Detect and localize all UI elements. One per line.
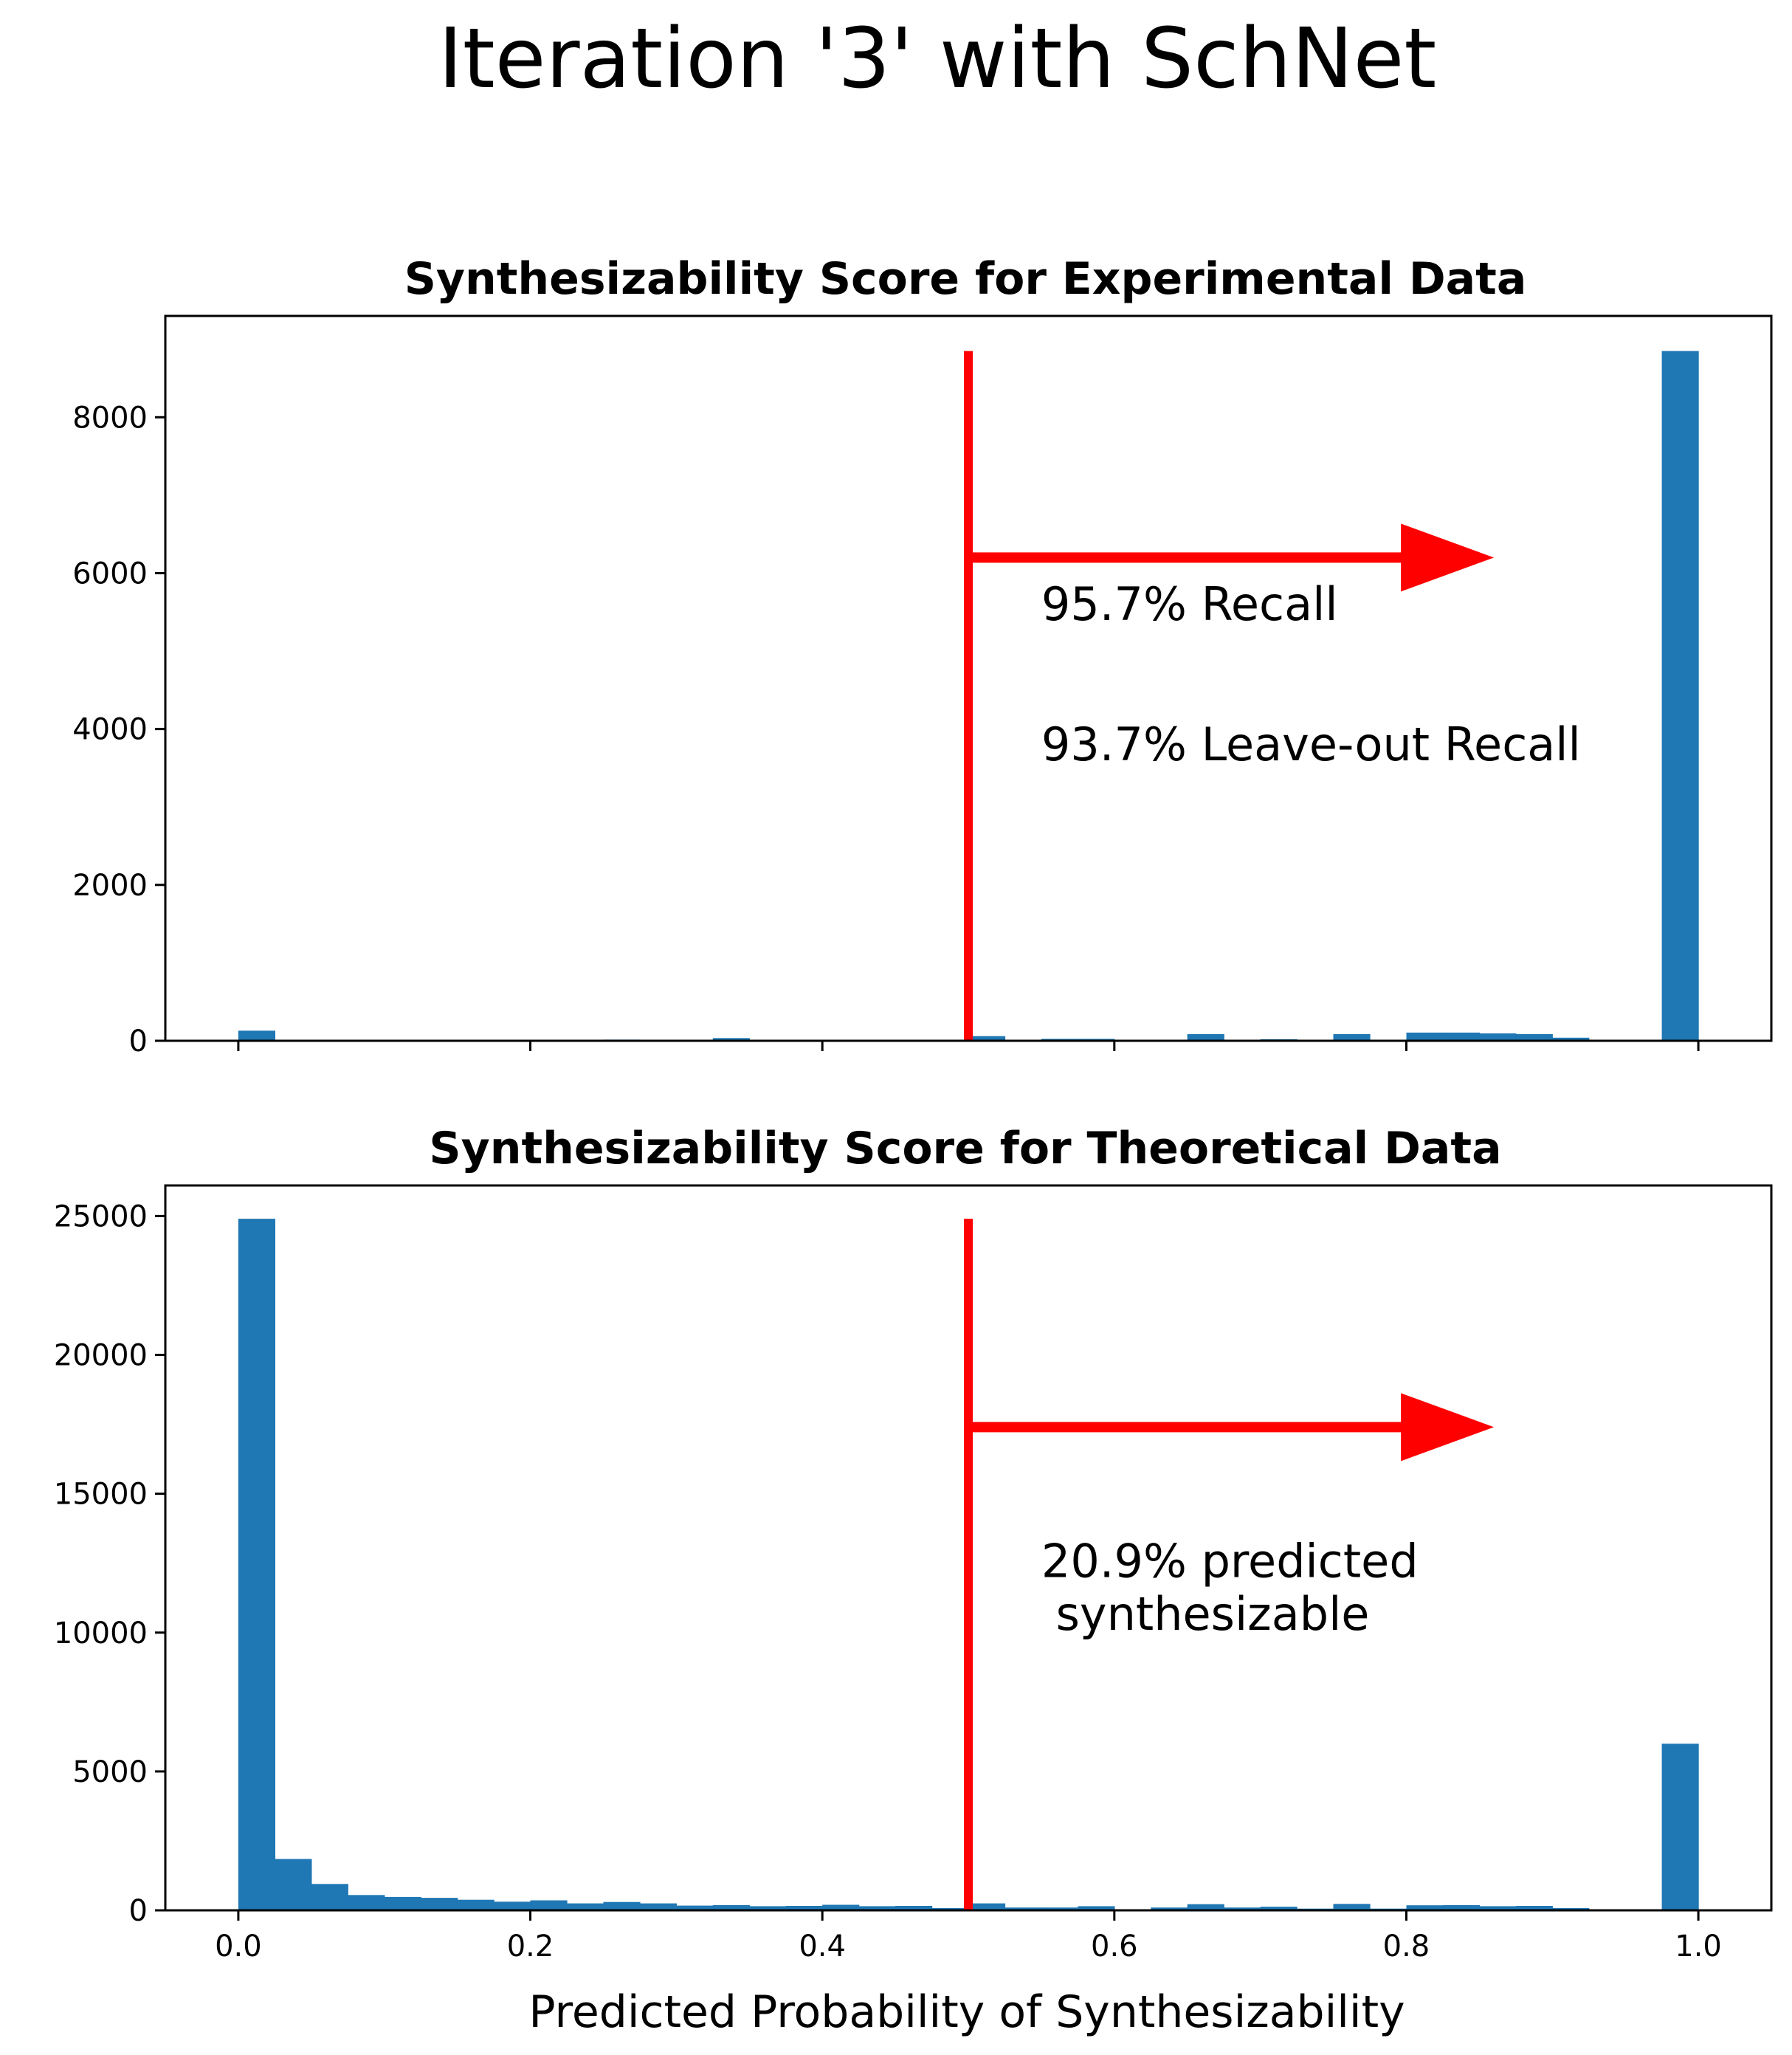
experimental-panel: Synthesizability Score for Experimental …: [72, 253, 1773, 1059]
experimental-panel-title: Synthesizability Score for Experimental …: [404, 253, 1527, 305]
experimental-annotations: 95.7% Recall 93.7% Leave-out Recall: [1041, 577, 1581, 771]
experimental-bar-20: [968, 1036, 1006, 1041]
experimental-bar-39: [1661, 351, 1699, 1041]
experimental-axes-frame: [164, 314, 1773, 1042]
theoretical-bar-4: [384, 1896, 421, 1910]
theoretical-bar-21: [1004, 1907, 1042, 1910]
experimental-bar-30: [1333, 1034, 1371, 1041]
theoretical-y-tick-label-2: 10000: [54, 1617, 148, 1650]
experimental-y-axis: 0 2000 4000 6000 8000: [72, 401, 165, 1059]
theoretical-histogram-bars: [238, 1219, 1699, 1910]
theoretical-bar-13: [712, 1904, 750, 1910]
theoretical-bar-6: [457, 1899, 494, 1910]
theoretical-y-tick-label-0: 0: [129, 1894, 148, 1928]
experimental-bar-33: [1442, 1032, 1480, 1041]
theoretical-bar-11: [639, 1903, 677, 1910]
theoretical-bar-8: [530, 1900, 568, 1910]
experimental-threshold-marker: [964, 351, 1495, 1041]
theoretical-bar-25: [1151, 1907, 1188, 1910]
theoretical-bar-32: [1406, 1905, 1444, 1910]
theoretical-annotation-1: synthesizable: [1041, 1587, 1370, 1641]
figure-title: Iteration '3' with SchNet: [438, 11, 1437, 107]
experimental-bar-26: [1187, 1034, 1224, 1041]
theoretical-bar-27: [1224, 1907, 1261, 1910]
experimental-y-tick-label-1: 2000: [72, 869, 148, 903]
theoretical-threshold-marker: [964, 1219, 1495, 1910]
theoretical-bar-26: [1187, 1904, 1224, 1910]
theoretical-bar-33: [1442, 1904, 1480, 1910]
experimental-y-tick-label-3: 6000: [72, 557, 148, 591]
theoretical-bar-17: [858, 1906, 896, 1910]
theoretical-annotation-0: 20.9% predicted: [1041, 1535, 1419, 1588]
theoretical-bar-3: [348, 1895, 385, 1910]
theoretical-bar-23: [1078, 1906, 1115, 1910]
theoretical-bar-16: [822, 1904, 860, 1910]
theoretical-bar-18: [895, 1906, 933, 1910]
experimental-y-tick-label-0: 0: [129, 1025, 148, 1059]
theoretical-x-axis: 0.0 0.2 0.4 0.6 0.8 1.0: [215, 1910, 1722, 1963]
experimental-bar-36: [1552, 1037, 1590, 1041]
theoretical-bar-2: [311, 1884, 348, 1910]
theoretical-y-tick-label-5: 25000: [54, 1199, 148, 1233]
theoretical-x-tick-label-0: 0.0: [215, 1930, 262, 1963]
theoretical-x-tick-label-1: 0.2: [507, 1930, 554, 1963]
theoretical-bar-30: [1333, 1904, 1371, 1910]
experimental-x-axis: [237, 1041, 1700, 1051]
theoretical-y-tick-label-1: 5000: [72, 1755, 148, 1789]
theoretical-x-tick-label-3: 0.6: [1091, 1930, 1138, 1963]
theoretical-bar-35: [1515, 1906, 1553, 1910]
theoretical-y-tick-label-3: 15000: [54, 1478, 148, 1512]
experimental-y-tick-label-4: 8000: [72, 401, 148, 435]
theoretical-panel: Synthesizability Score for Theoretical D…: [54, 1123, 1773, 1963]
theoretical-bar-20: [968, 1903, 1006, 1910]
theoretical-bar-1: [275, 1859, 312, 1910]
theoretical-y-tick-label-4: 20000: [54, 1339, 148, 1373]
x-axis-label: Predicted Probability of Synthesizabilit…: [528, 1986, 1405, 2038]
theoretical-bar-10: [603, 1901, 641, 1910]
experimental-arrow-head: [1401, 523, 1495, 592]
theoretical-bar-12: [676, 1905, 714, 1910]
experimental-bar-32: [1406, 1032, 1444, 1041]
theoretical-bar-0: [238, 1219, 275, 1910]
theoretical-bar-7: [494, 1901, 531, 1910]
experimental-bar-0: [238, 1030, 275, 1041]
experimental-bar-35: [1515, 1034, 1553, 1041]
theoretical-axes-frame: [164, 1184, 1773, 1912]
experimental-annotation-0: 95.7% Recall: [1041, 577, 1338, 631]
theoretical-bar-5: [421, 1898, 458, 1910]
theoretical-x-tick-label-5: 1.0: [1675, 1930, 1722, 1963]
theoretical-arrow-head: [1401, 1393, 1495, 1462]
theoretical-x-tick-label-4: 0.8: [1383, 1930, 1430, 1963]
theoretical-bar-39: [1661, 1744, 1699, 1910]
theoretical-bar-9: [567, 1903, 604, 1910]
theoretical-bar-28: [1260, 1907, 1298, 1910]
experimental-bar-13: [712, 1038, 750, 1041]
theoretical-x-tick-label-2: 0.4: [799, 1930, 846, 1963]
experimental-bar-34: [1479, 1033, 1517, 1041]
theoretical-bar-14: [749, 1906, 787, 1910]
experimental-annotation-1: 93.7% Leave-out Recall: [1041, 717, 1581, 771]
experimental-histogram-bars: [238, 351, 1699, 1041]
theoretical-annotations: 20.9% predicted synthesizable: [1041, 1535, 1419, 1641]
experimental-y-tick-label-2: 4000: [72, 713, 148, 747]
theoretical-bar-34: [1479, 1906, 1517, 1910]
theoretical-panel-title: Synthesizability Score for Theoretical D…: [429, 1123, 1501, 1174]
theoretical-y-axis: 0 5000 10000 15000 20000 25000: [54, 1199, 165, 1928]
theoretical-bar-15: [785, 1906, 823, 1910]
theoretical-bar-22: [1041, 1907, 1078, 1910]
